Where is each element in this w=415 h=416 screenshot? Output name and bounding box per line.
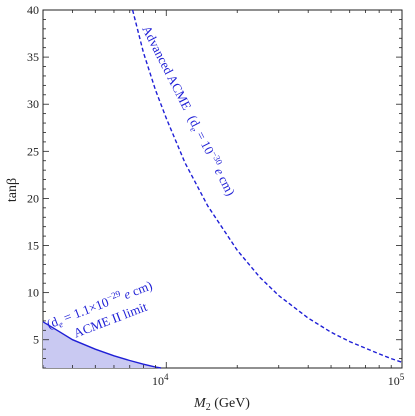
advanced-acme-label: Advanced ACME(de = 10−30 e cm): [137, 22, 239, 199]
advanced-acme-annotation: Advanced ACME(de = 10−30 e cm): [137, 22, 239, 199]
acme2-limit-line: [42, 321, 162, 369]
y-tick-label: 30: [27, 97, 39, 111]
y-tick-label: 15: [27, 239, 39, 253]
excluded-region-fill: [43, 321, 161, 368]
y-tick-label: 10: [27, 286, 39, 300]
y-tick-label: 5: [33, 333, 39, 347]
y-tick-label: 25: [27, 144, 39, 158]
x-tick-label: 105: [388, 372, 405, 388]
y-tick-label: 35: [27, 50, 39, 64]
ticks-layer: 5 10 15 20 25 30 35 40 104 105: [27, 3, 405, 388]
y-tick-label: 40: [27, 3, 39, 17]
x-tick-label: 104: [152, 372, 169, 388]
series-layer: [42, 9, 403, 369]
y-axis-label: tanβ: [5, 178, 20, 202]
y-tick-label: 20: [27, 191, 39, 205]
advanced-acme-line: [131, 9, 403, 363]
x-axis-label: M2 (GeV): [193, 396, 250, 413]
